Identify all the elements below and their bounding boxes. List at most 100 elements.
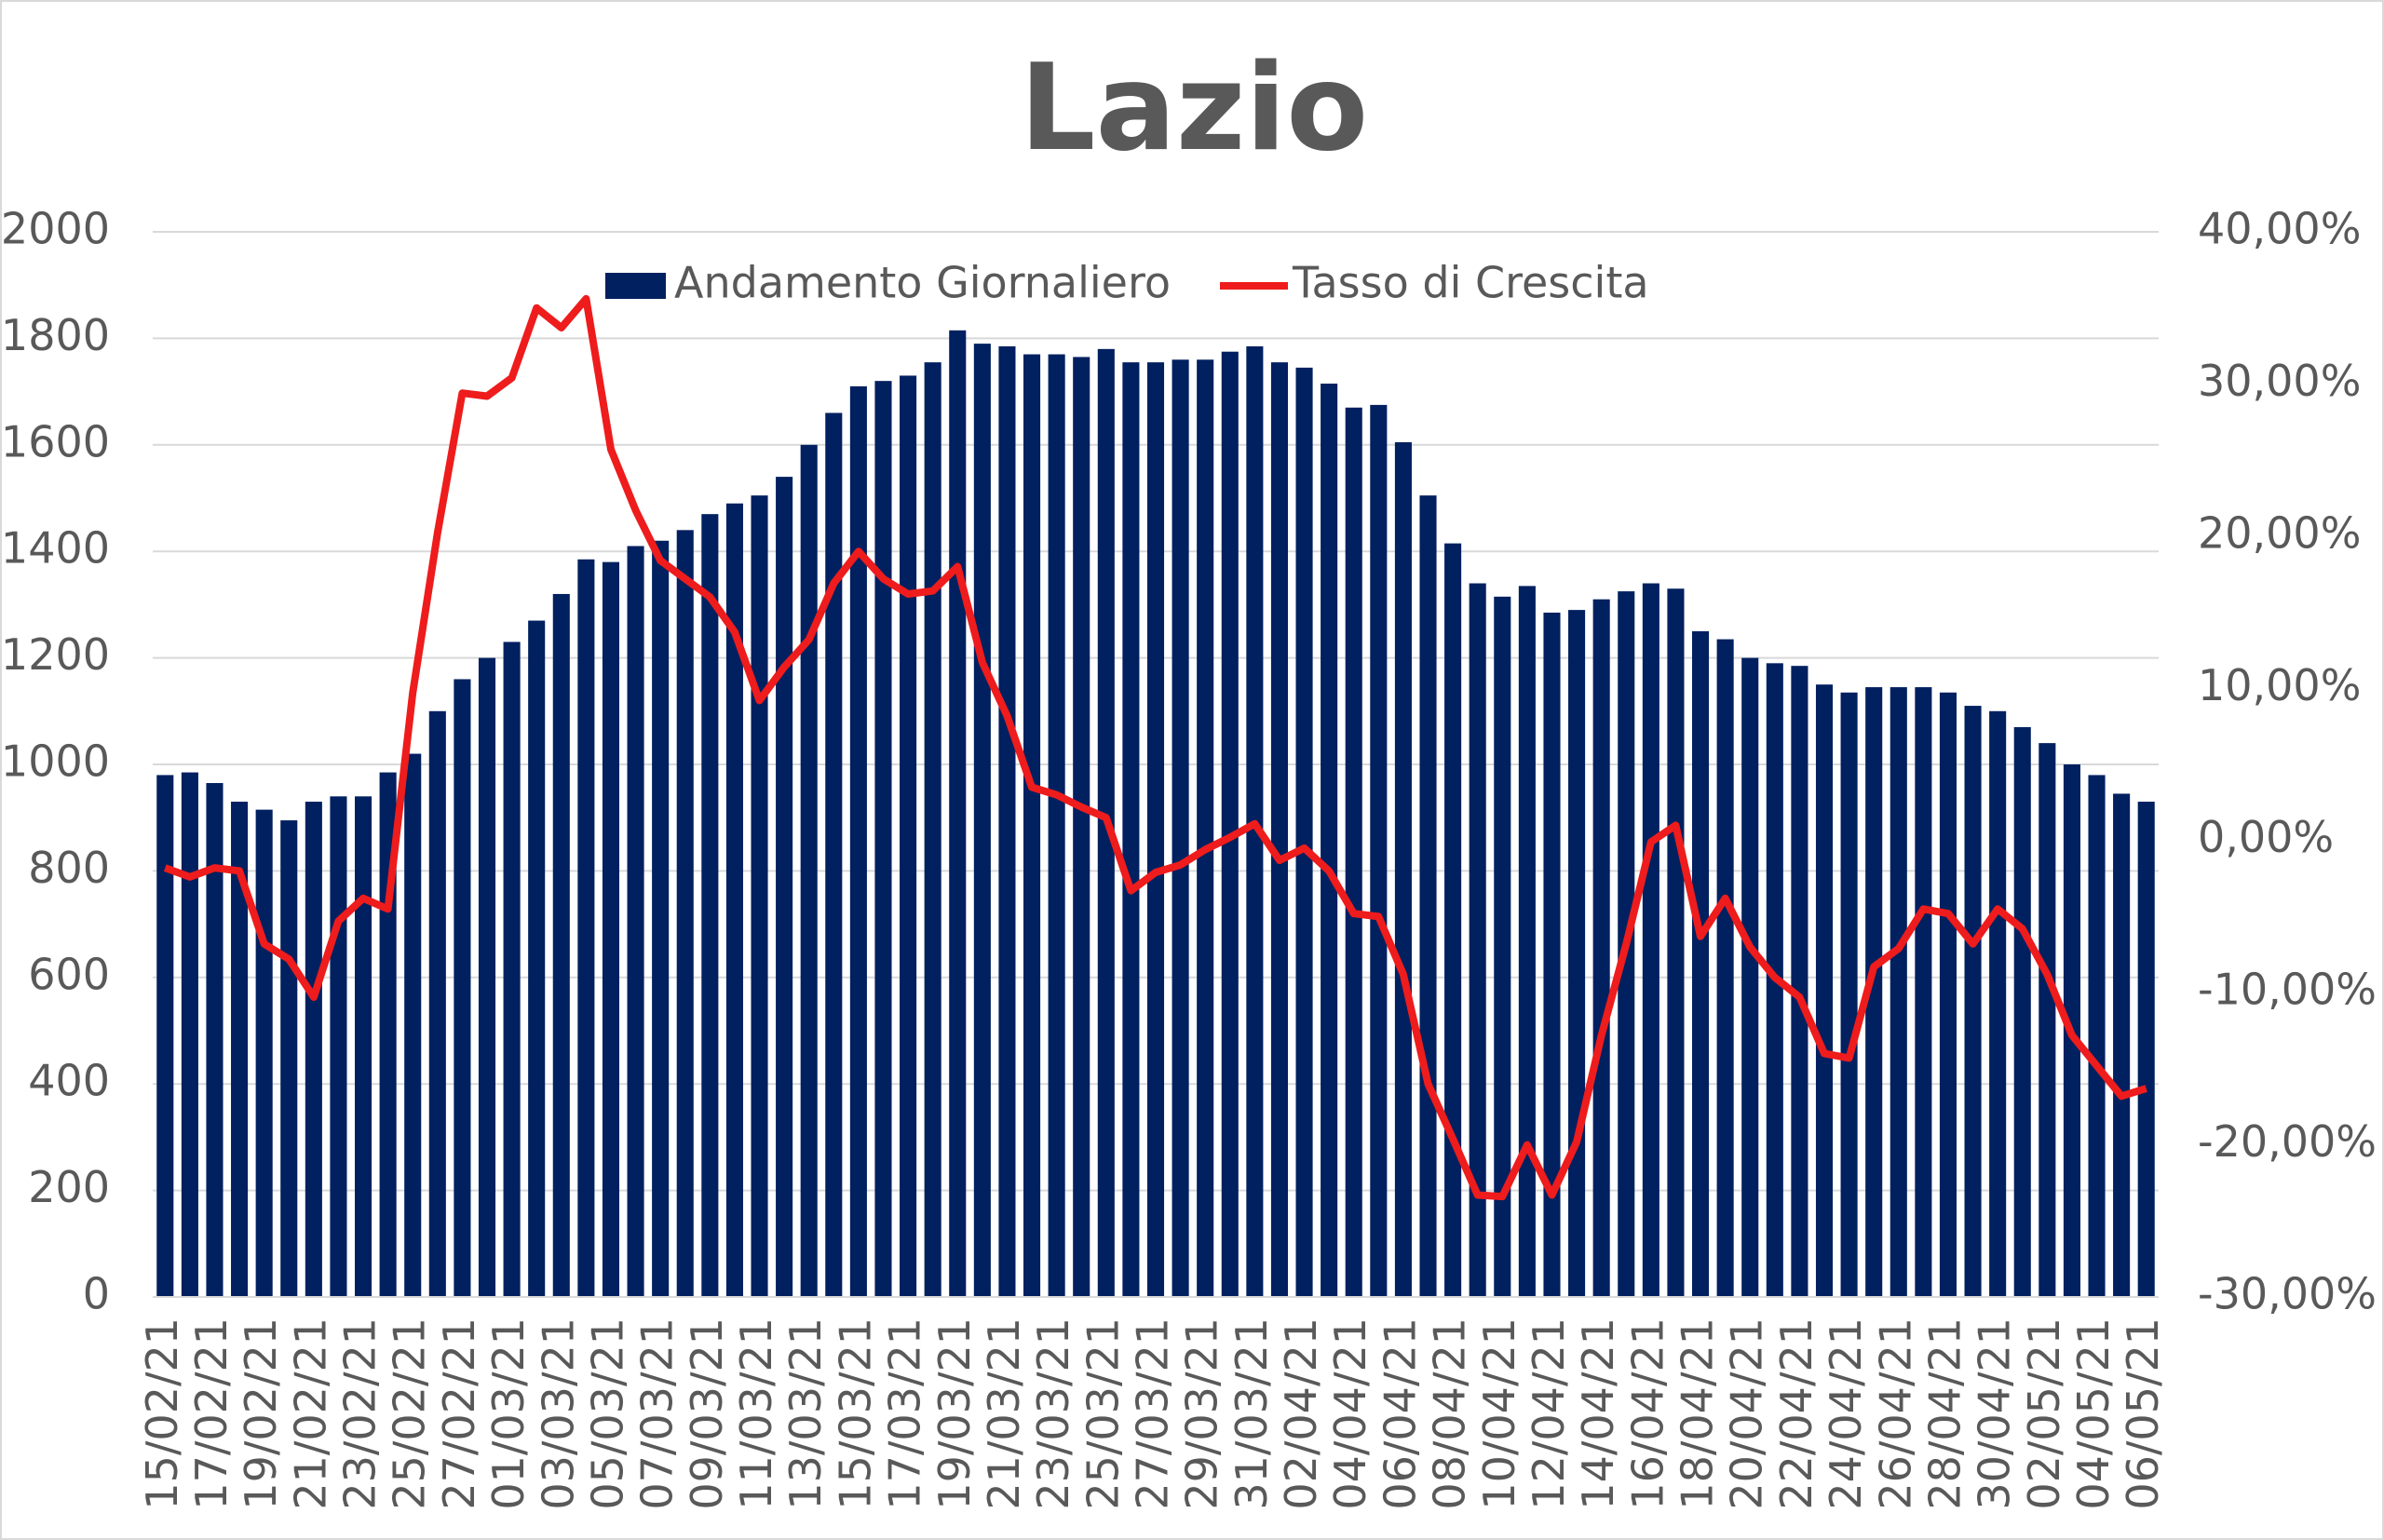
x-tick-label: 07/03/21	[632, 1317, 683, 1510]
x-tick-label: 26/04/21	[1870, 1317, 1920, 1510]
bar	[478, 657, 496, 1297]
x-tick-label: 18/04/21	[1673, 1317, 1723, 1510]
bar	[1146, 362, 1165, 1297]
y-tick-label: 1200	[1, 629, 110, 680]
bar	[1791, 666, 1808, 1297]
bar	[602, 561, 620, 1297]
bar	[2013, 726, 2031, 1297]
bar	[354, 796, 372, 1297]
bar	[1321, 384, 1338, 1297]
bar	[1865, 687, 1883, 1297]
bar	[1370, 404, 1388, 1297]
bar	[1394, 441, 1412, 1297]
legend-swatch	[605, 273, 666, 299]
y-tick-label: 1800	[1, 310, 110, 360]
x-tick-label: 27/03/21	[1128, 1317, 1178, 1510]
x-tick-label: 02/05/21	[2019, 1317, 2069, 1510]
y-tick-label: 400	[28, 1056, 110, 1106]
bar	[1964, 706, 1982, 1297]
y2-tick-label: -10,00%	[2198, 965, 2377, 1015]
bar	[428, 710, 446, 1297]
y-tick-label: 600	[28, 949, 110, 999]
x-tick-label: 27/02/21	[434, 1317, 484, 1510]
bar	[1073, 357, 1090, 1297]
bar	[404, 753, 422, 1297]
x-tick-label: 04/05/21	[2068, 1317, 2119, 1510]
bar	[206, 783, 224, 1297]
y2-tick-label: 20,00%	[2198, 507, 2361, 558]
x-tick-label: 14/04/21	[1573, 1317, 1623, 1510]
bar	[1469, 583, 1486, 1297]
y2-tick-label: -20,00%	[2198, 1116, 2377, 1167]
bar	[2137, 802, 2155, 1297]
bar	[1815, 684, 1834, 1297]
bar	[1221, 351, 1239, 1297]
x-tick-label: 04/04/21	[1325, 1317, 1375, 1510]
bar	[1023, 354, 1041, 1297]
bar	[1543, 612, 1561, 1297]
bar	[1122, 362, 1140, 1297]
bar	[1345, 407, 1362, 1297]
bar	[1741, 657, 1759, 1297]
y-tick-label: 200	[28, 1162, 110, 1212]
bar	[181, 772, 198, 1297]
y2-tick-label: 30,00%	[2198, 356, 2361, 406]
x-tick-label: 22/04/21	[1771, 1317, 1822, 1510]
bar	[1270, 362, 1289, 1297]
x-tick-label: 15/03/21	[830, 1317, 880, 1510]
x-tick-label: 09/03/21	[682, 1317, 732, 1510]
x-tick-label: 19/03/21	[929, 1317, 980, 1510]
bar	[1989, 710, 2007, 1297]
bar	[2113, 793, 2131, 1297]
bar	[900, 375, 917, 1297]
y-tick-label: 1000	[1, 736, 110, 787]
y-tick-label: 1400	[1, 523, 110, 574]
bar	[1197, 359, 1214, 1297]
bar	[1172, 359, 1189, 1297]
y-tick-label: 1600	[1, 416, 110, 466]
bar	[1419, 495, 1437, 1297]
bar	[973, 344, 991, 1297]
bar	[330, 796, 347, 1297]
y-tick-label: 800	[28, 843, 110, 893]
bar	[849, 385, 867, 1297]
bar	[1939, 692, 1957, 1297]
x-tick-label: 13/03/21	[780, 1317, 831, 1510]
bar	[725, 503, 743, 1297]
x-tick-label: 12/04/21	[1524, 1317, 1574, 1510]
x-tick-label: 03/03/21	[533, 1317, 583, 1510]
bar	[552, 593, 570, 1297]
y2-tick-label: -30,00%	[2198, 1269, 2377, 1319]
bar	[627, 546, 644, 1297]
bar	[874, 381, 892, 1297]
bar	[924, 362, 941, 1297]
bar	[652, 540, 670, 1297]
x-tick-label: 25/02/21	[385, 1317, 435, 1510]
y2-tick-label: 10,00%	[2198, 660, 2361, 710]
x-tick-label: 23/03/21	[1028, 1317, 1078, 1510]
bar	[1048, 354, 1065, 1297]
bar	[1890, 687, 1907, 1297]
bar	[949, 330, 967, 1297]
bar	[280, 820, 298, 1297]
y-tick-label: 0	[83, 1269, 110, 1319]
x-tick-label: 17/02/21	[186, 1317, 237, 1510]
bar	[1691, 631, 1710, 1297]
bar	[503, 642, 521, 1297]
x-tick-label: 06/04/21	[1375, 1317, 1425, 1510]
bar	[998, 345, 1016, 1298]
bar	[305, 802, 322, 1297]
bar	[1444, 543, 1462, 1297]
x-tick-label: 21/02/21	[285, 1317, 335, 1510]
x-tick-label: 06/05/21	[2118, 1317, 2168, 1510]
x-tick-label: 08/04/21	[1425, 1317, 1475, 1510]
bar	[825, 412, 843, 1298]
x-tick-label: 24/04/21	[1821, 1317, 1871, 1510]
bar	[1518, 586, 1536, 1297]
x-tick-label: 17/03/21	[880, 1317, 930, 1510]
bar	[701, 514, 719, 1297]
bar	[1494, 596, 1511, 1297]
chart-title: Lazio	[1020, 39, 1368, 178]
